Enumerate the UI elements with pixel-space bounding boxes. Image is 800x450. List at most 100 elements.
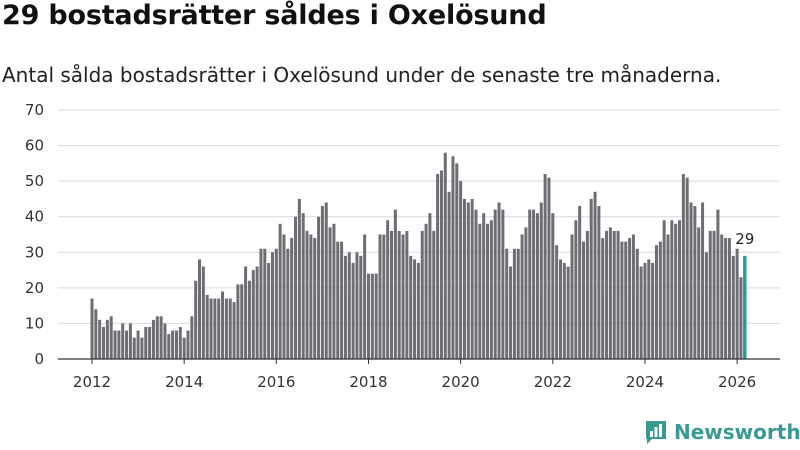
bar — [151, 319, 155, 359]
bar — [574, 220, 578, 359]
bar — [201, 266, 205, 359]
bar — [136, 330, 140, 359]
bar — [712, 230, 716, 359]
bar — [443, 152, 447, 359]
bar — [182, 337, 186, 359]
bar — [128, 323, 132, 359]
bar — [232, 302, 236, 359]
bar — [651, 262, 655, 359]
bar — [582, 241, 586, 359]
bar — [432, 230, 436, 359]
bar — [620, 241, 624, 359]
bar — [708, 230, 712, 359]
bar — [555, 245, 559, 359]
bar — [194, 280, 198, 359]
bar — [217, 298, 221, 359]
bar — [336, 241, 340, 359]
bar — [436, 174, 440, 359]
bar — [478, 223, 482, 359]
y-tick-label: 40 — [25, 208, 44, 226]
bar — [635, 248, 639, 359]
y-tick-label: 20 — [25, 279, 44, 297]
bar — [605, 230, 609, 359]
bar — [670, 220, 674, 359]
bar — [416, 262, 420, 359]
bar — [401, 234, 405, 359]
bar — [274, 248, 278, 359]
bar — [382, 234, 386, 359]
bar — [163, 323, 167, 359]
bar — [597, 206, 601, 359]
bar — [297, 198, 301, 359]
bar — [539, 202, 543, 359]
x-tick-label: 2014 — [165, 373, 203, 391]
bar — [654, 245, 658, 359]
bar — [428, 213, 432, 359]
bar — [589, 198, 593, 359]
bar — [105, 319, 109, 359]
bar — [562, 262, 566, 359]
y-tick-label: 10 — [25, 314, 44, 332]
bar — [351, 262, 355, 359]
bar — [424, 223, 428, 359]
x-tick-label: 2020 — [442, 373, 480, 391]
bar — [117, 330, 121, 359]
bar — [532, 209, 536, 359]
bar — [459, 181, 463, 359]
bar — [355, 252, 359, 359]
bar — [205, 294, 209, 359]
bar — [209, 298, 213, 359]
bar — [393, 209, 397, 359]
bar — [693, 206, 697, 359]
bar — [121, 323, 125, 359]
bar — [286, 248, 290, 359]
bar — [455, 163, 459, 359]
bar — [98, 319, 102, 359]
bar — [585, 230, 589, 359]
bar — [290, 238, 294, 359]
bar — [524, 227, 528, 359]
bar — [739, 277, 743, 359]
bar — [704, 252, 708, 359]
bar — [159, 316, 163, 359]
bar — [213, 298, 217, 359]
bar — [224, 298, 228, 359]
newsworthy-logo: Newsworthy — [644, 419, 800, 445]
bar — [244, 266, 248, 359]
bar — [731, 255, 735, 359]
bar — [125, 330, 129, 359]
bar — [347, 252, 351, 359]
bar — [512, 248, 516, 359]
y-tick-label: 50 — [25, 172, 44, 190]
bar — [278, 223, 282, 359]
bar — [551, 213, 555, 359]
bar — [447, 191, 451, 359]
bar — [167, 334, 171, 359]
bar — [340, 241, 344, 359]
bar — [294, 216, 298, 359]
bar — [727, 238, 731, 359]
bar — [716, 209, 720, 359]
bar — [240, 284, 244, 359]
bar — [685, 177, 689, 359]
bar — [666, 234, 670, 359]
bar — [190, 316, 194, 359]
bar — [681, 174, 685, 359]
bar — [547, 177, 551, 359]
bar — [516, 248, 520, 359]
bar — [647, 259, 651, 359]
bar — [420, 230, 424, 359]
bar — [451, 156, 455, 359]
bar — [109, 316, 113, 359]
bar — [198, 259, 202, 359]
bar — [535, 213, 539, 359]
bar — [608, 227, 612, 359]
bar — [697, 227, 701, 359]
bar — [94, 309, 98, 359]
bar — [612, 230, 616, 359]
bar — [301, 213, 305, 359]
bar — [102, 326, 106, 359]
x-tick-label: 2016 — [257, 373, 295, 391]
bar — [267, 262, 271, 359]
